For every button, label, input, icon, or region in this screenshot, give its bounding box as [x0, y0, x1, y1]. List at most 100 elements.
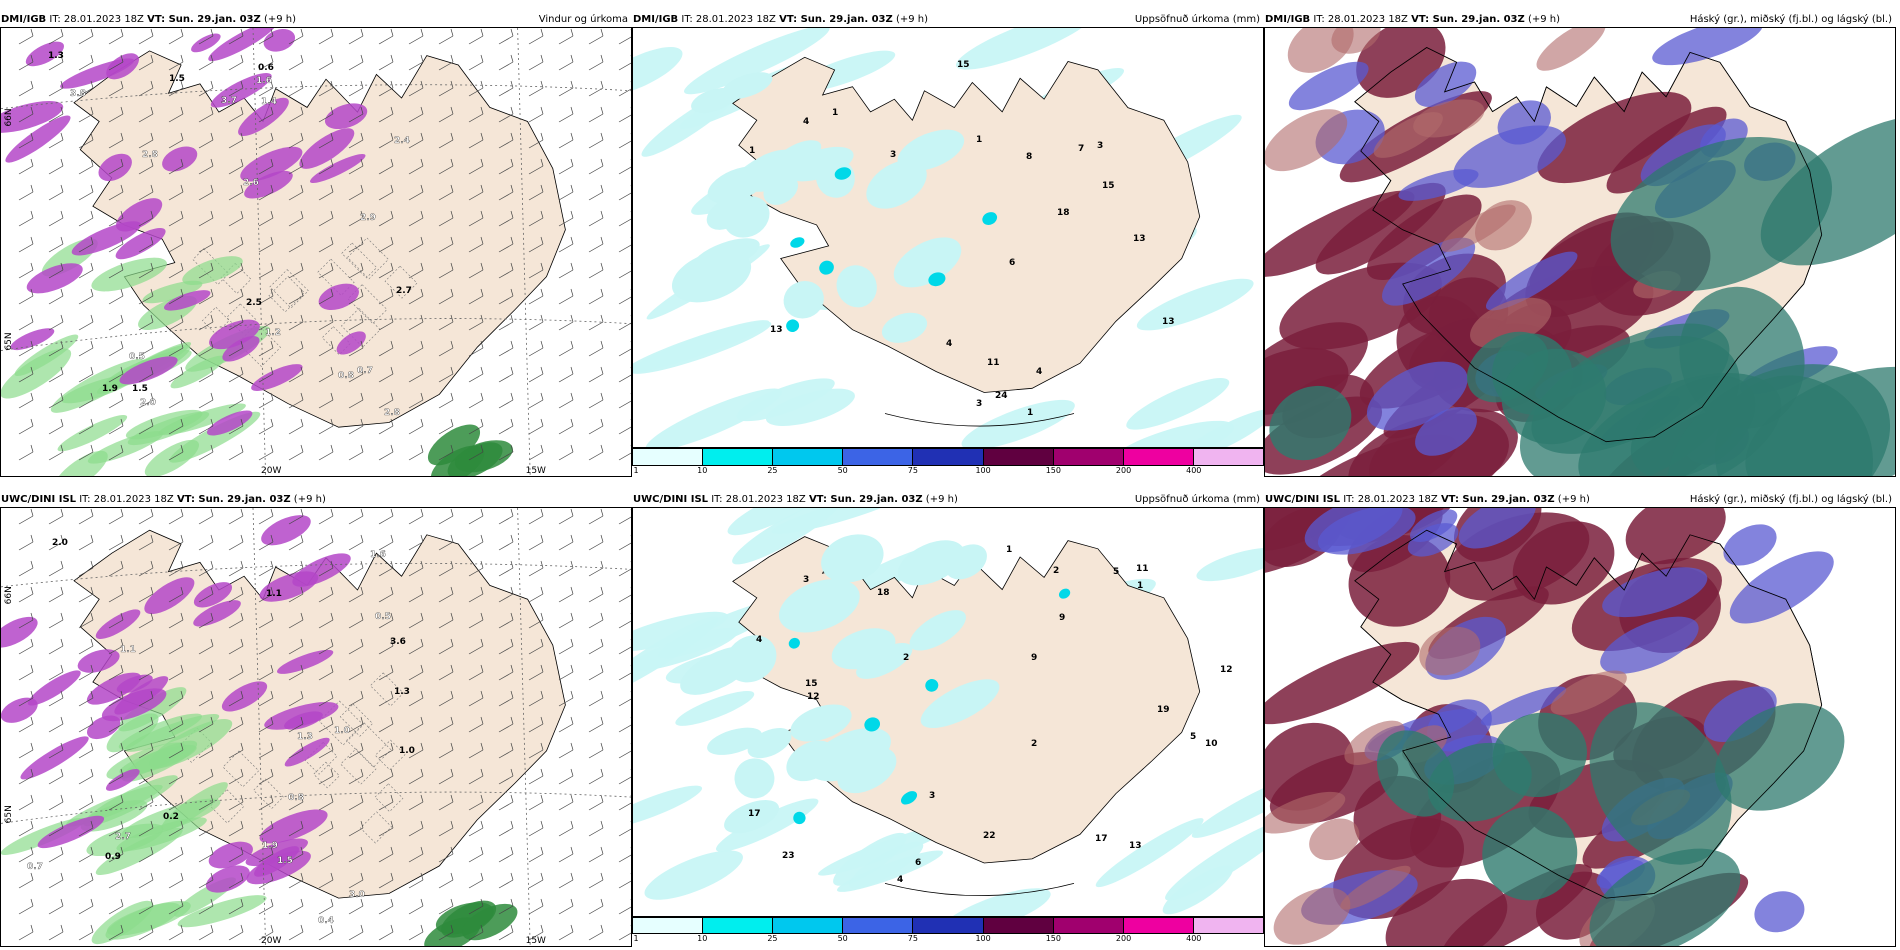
wind-barb	[468, 191, 484, 201]
wind-barb-flag	[90, 392, 94, 401]
wind-barb-flag	[390, 534, 394, 543]
wind-barb	[618, 828, 631, 837]
map-wind-precip-top: 66N 65N 20W 15W 1.3 2.9 2.8 2.7 3.8 2.0 1.5 2.8 1.2 1…	[0, 27, 632, 477]
wind-barb	[198, 749, 214, 759]
wind-barb-flag	[600, 236, 604, 245]
wind-barb	[108, 723, 124, 733]
wind-barb	[258, 749, 274, 759]
wind-barb-flag	[360, 690, 364, 699]
wind-barb-flag	[450, 560, 454, 569]
wind-barb-flag	[270, 210, 274, 219]
wind-barb-flag	[270, 794, 274, 803]
wind-barb	[138, 827, 154, 837]
wind-barb-flag	[60, 664, 64, 673]
wind-barb	[498, 269, 514, 279]
wind-barb	[318, 671, 334, 681]
wind-barb	[108, 905, 124, 915]
wind-barb	[618, 646, 631, 655]
wind-barb-flag	[240, 444, 244, 453]
wind-barb-flag	[270, 508, 274, 517]
wind-barb-flag	[600, 898, 604, 907]
wind-barb	[378, 697, 394, 707]
wind-barb	[618, 166, 631, 175]
wind-barb-flag	[540, 898, 544, 907]
wind-barb-flag	[120, 236, 124, 245]
wind-barb	[558, 321, 574, 331]
low-cloud-area	[1625, 508, 1726, 565]
colorbar-swatch	[843, 449, 914, 465]
wind-barb	[138, 697, 154, 707]
precip-medium-area	[928, 272, 946, 287]
wind-barb-flag	[390, 560, 394, 569]
colorbar-swatch	[633, 449, 704, 465]
wind-barb	[408, 165, 424, 175]
wind-barb	[18, 61, 34, 71]
snow-hatch	[341, 242, 378, 279]
wind-barb	[198, 243, 214, 253]
wind-barb-flag	[270, 690, 274, 699]
wind-barb-flag	[150, 768, 154, 777]
colorbar-swatch	[913, 918, 984, 933]
wind-barb-flag	[150, 54, 154, 63]
precip-magenta-area	[284, 711, 323, 730]
mid-cloud-area	[1407, 523, 1459, 557]
wind-barb	[198, 671, 214, 681]
wind-barb-flag	[540, 690, 544, 699]
wind-barb-flag	[60, 262, 64, 271]
wind-barb-flag	[450, 690, 454, 699]
mid-cloud-area	[1458, 508, 1536, 549]
precip-value-label: 2.5	[246, 298, 262, 308]
wind-barb	[108, 321, 124, 331]
wind-barb	[258, 425, 274, 435]
mixed-cloud-area	[1265, 791, 1346, 834]
wind-barb-flag	[180, 392, 184, 401]
precip-heavy-green-area	[441, 900, 497, 938]
wind-barb-flag	[450, 820, 454, 829]
wind-barb-flag	[330, 54, 334, 63]
precip-green-area	[95, 827, 183, 876]
mid-cloud-area	[1480, 686, 1567, 726]
wind-barb-flag	[480, 560, 484, 569]
wind-barb	[588, 321, 604, 331]
wind-barb	[258, 697, 274, 707]
wind-barb	[198, 853, 214, 863]
wind-barb	[348, 373, 364, 383]
wind-barb	[588, 243, 604, 253]
wind-barb-flag	[30, 716, 34, 725]
wind-barb-flag	[150, 924, 154, 933]
wind-barb	[528, 191, 544, 201]
precip-value-label: 1.5	[169, 74, 185, 84]
wind-barb	[168, 425, 184, 435]
wind-barb	[138, 139, 154, 149]
precip-light-area-land	[893, 237, 962, 288]
wind-barb	[528, 61, 544, 71]
colorbar-tick-label: 400	[1186, 466, 1202, 475]
wind-barb	[318, 399, 334, 409]
wind-barb	[348, 593, 364, 603]
mixed-cloud-area	[1331, 28, 1381, 54]
wind-barb	[558, 515, 574, 525]
wind-barb	[288, 399, 304, 409]
wind-barb-flag	[390, 768, 394, 777]
wind-barb	[558, 671, 574, 681]
precip-magenta-area	[119, 356, 178, 385]
wind-barb-flag	[120, 924, 124, 933]
wind-barb-flag	[450, 768, 454, 777]
wind-barb-flag	[510, 28, 514, 37]
precip-value-label: 0.9	[105, 852, 121, 862]
wind-barb-flag	[270, 158, 274, 167]
wind-barb	[618, 516, 631, 525]
wind-barb	[168, 347, 184, 357]
wind-barb-flag	[360, 236, 364, 245]
wind-barb	[258, 879, 274, 889]
wind-barb	[198, 425, 214, 435]
wind-barb	[198, 905, 214, 915]
wind-barb	[78, 515, 94, 525]
precip-magenta-area	[95, 609, 141, 639]
wind-barb-flag	[360, 664, 364, 673]
wind-barb	[528, 801, 544, 811]
wind-barb	[378, 451, 394, 461]
wind-barb	[198, 191, 214, 201]
wind-barb	[528, 853, 544, 863]
wind-barb-flag	[600, 28, 604, 37]
